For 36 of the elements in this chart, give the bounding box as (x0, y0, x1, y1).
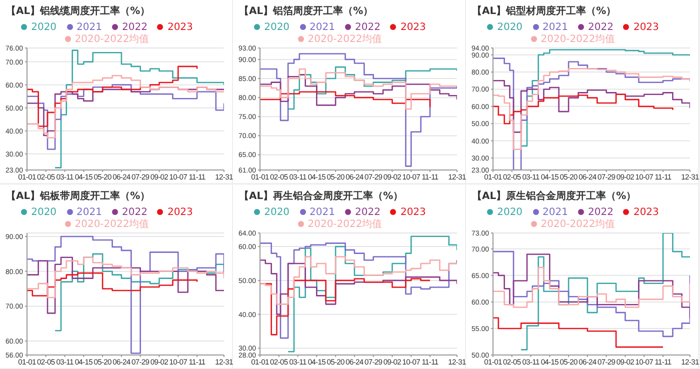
legend-label: 2020-2022均值 (74, 34, 150, 45)
legend-label: 2021 (76, 206, 102, 218)
legend-label: 2020 (497, 206, 523, 218)
legend-label: 2021 (542, 22, 568, 33)
legend-label: 2020 (31, 22, 57, 33)
chart-title: 【AL】原生铝合金周度开工率（%） (471, 189, 638, 204)
legend-label: 2020 (31, 206, 57, 218)
chart-title: 【AL】铝箔周度开工率（%） (238, 4, 374, 19)
legend-label: 2020 (264, 22, 290, 33)
chart-title: 【AL】铝型材周度开工率（%） (471, 4, 618, 19)
legend-label: 2022 (355, 206, 380, 218)
chart-title: 【AL】铝线缆周度开工率（%） (5, 4, 152, 19)
legend-label: 2020-2022均值 (540, 34, 616, 45)
legend-label: 2022 (122, 206, 148, 218)
legend-label: 2020 (264, 206, 290, 218)
legend-label: 2020-2022均值 (74, 218, 150, 230)
legend-label: 2021 (310, 206, 335, 218)
chart-title: 【AL】再生铝合金周度开工率（%） (238, 189, 404, 204)
legend-label: 2023 (167, 206, 193, 218)
legend-label: 2021 (76, 22, 102, 33)
legend-label: 2021 (310, 22, 335, 33)
legend-label: 2022 (122, 22, 148, 33)
legend-label: 2023 (400, 206, 426, 218)
legend-label: 2020-2022均值 (308, 218, 382, 230)
legend-label: 2022 (355, 22, 380, 33)
legend-label: 2021 (542, 206, 568, 218)
legend-label: 2020-2022均值 (308, 34, 382, 45)
legend-label: 2023 (400, 22, 426, 33)
legend-label: 2020 (497, 22, 523, 33)
legend-label: 2022 (588, 206, 614, 218)
legend-label: 2023 (167, 22, 193, 33)
chart-title: 【AL】铝板带周度开工率（%） (5, 189, 152, 204)
legend-label: 2020-2022均值 (540, 218, 616, 230)
legend-label: 2023 (633, 206, 659, 218)
legend-label: 2022 (588, 22, 614, 33)
legend-label: 2023 (633, 22, 659, 33)
